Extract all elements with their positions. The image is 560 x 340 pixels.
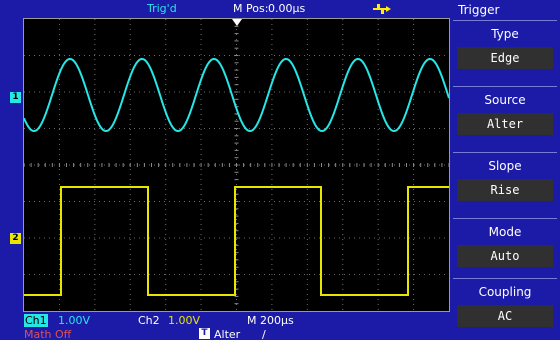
waveform-grid[interactable] [23, 18, 450, 312]
ch1-label: Ch1 [24, 314, 48, 327]
menu-item-source[interactable]: Source Alter [453, 86, 557, 150]
trigger-mode-value[interactable]: Auto [457, 245, 553, 267]
menu-item-label: Source [484, 93, 526, 107]
main-position-value: 0.00µs [268, 2, 306, 15]
math-status: Math Off [24, 328, 72, 340]
graticule-center-ticks [24, 19, 449, 305]
trigger-menu: Trigger Type Edge Source Alter Slope Ris… [450, 0, 560, 340]
ch2-volts-per-div: 1.00V [168, 314, 201, 327]
trigger-slope-value[interactable]: Rise [457, 179, 553, 201]
trigger-coupling-value[interactable]: AC [457, 305, 553, 327]
trigger-badge-icon: T [199, 328, 210, 339]
ch2-label: Ch2 [138, 314, 160, 327]
menu-item-label: Slope [488, 159, 522, 173]
usb-icon [373, 4, 391, 14]
trigger-type-value[interactable]: Edge [457, 47, 553, 69]
menu-item-label: Type [491, 27, 519, 41]
timebase-readout: M 200µs [247, 314, 294, 327]
menu-item-coupling[interactable]: Coupling AC [453, 278, 557, 340]
main-position-label: M Pos: [233, 2, 269, 15]
ch1-volts-per-div: 1.00V [58, 314, 91, 327]
menu-title: Trigger [458, 3, 500, 17]
trigger-position-pointer [232, 19, 242, 26]
status-bar: Trig'd M Pos: 0.00µs [0, 0, 450, 18]
trigger-source-readout: Alter [214, 328, 241, 340]
menu-item-label: Coupling [478, 285, 532, 299]
ch2-level-marker[interactable]: 2 [10, 233, 21, 244]
menu-item-slope[interactable]: Slope Rise [453, 152, 557, 216]
ch2-square-waveform [24, 186, 449, 296]
menu-item-type[interactable]: Type Edge [453, 20, 557, 84]
menu-item-label: Mode [488, 225, 522, 239]
waveform-display [24, 19, 449, 311]
trigger-source-value[interactable]: Alter [457, 113, 553, 135]
menu-item-mode[interactable]: Mode Auto [453, 218, 557, 282]
trigger-slope-icon: ∕ [262, 328, 266, 340]
ch1-sine-waveform [24, 57, 449, 133]
ch1-level-marker[interactable]: 1 [10, 92, 21, 103]
trigger-status: Trig'd [147, 2, 177, 15]
